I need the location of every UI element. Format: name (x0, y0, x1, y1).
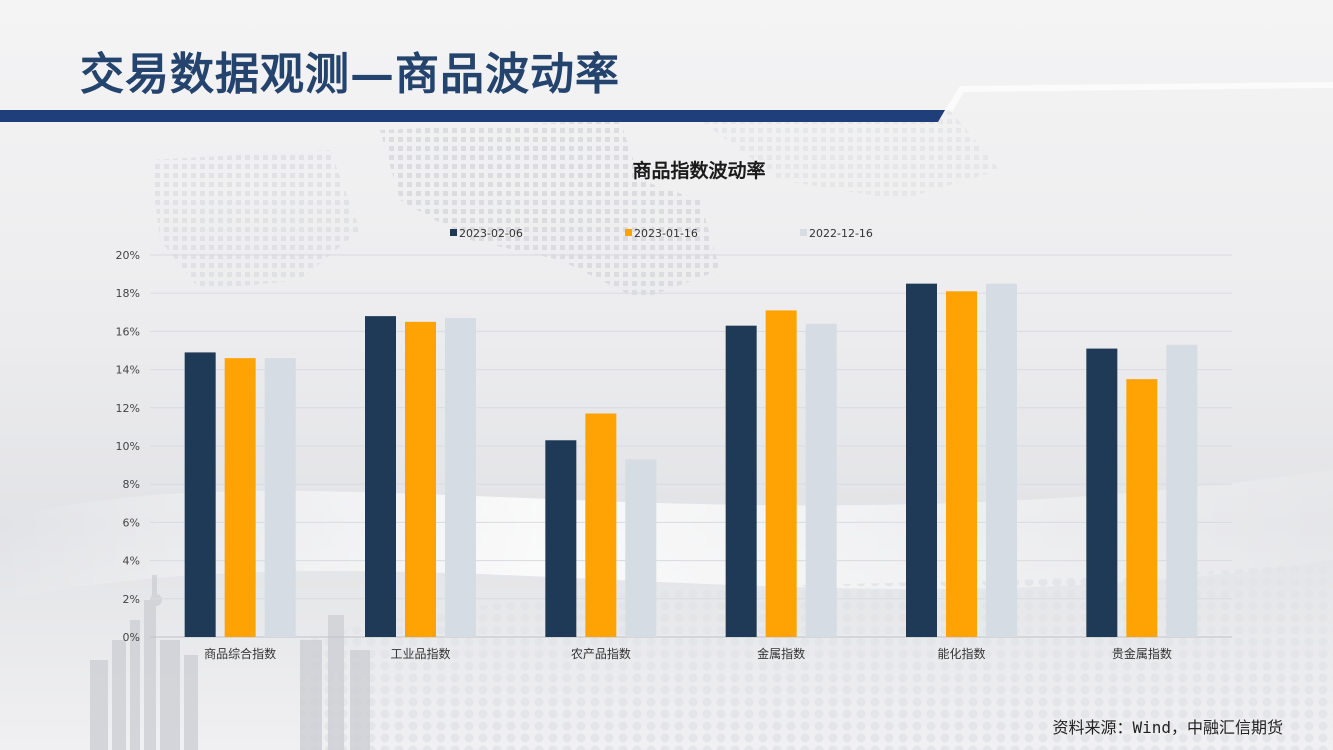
x-category-label: 农产品指数 (571, 646, 631, 661)
bar (1086, 348, 1118, 637)
y-tick-label: 14% (116, 364, 140, 377)
legend-label: 2023-01-16 (634, 227, 698, 240)
x-category-label: 商品综合指数 (204, 646, 276, 661)
y-tick-label: 20% (116, 249, 140, 262)
bar (625, 459, 657, 637)
x-category-label: 能化指数 (937, 646, 985, 661)
header-bar (0, 82, 1333, 122)
bar (405, 321, 436, 637)
x-category-label: 工业品指数 (390, 646, 450, 661)
y-tick-label: 16% (116, 325, 140, 338)
x-category-label: 贵金属指数 (1112, 646, 1172, 661)
legend-swatch (800, 229, 807, 236)
bar (986, 283, 1017, 637)
y-tick-label: 18% (116, 287, 140, 300)
bar (545, 440, 577, 637)
y-tick-label: 2% (123, 593, 140, 606)
y-tick-label: 0% (123, 631, 140, 644)
bar (224, 358, 256, 637)
bar (946, 291, 977, 637)
bar (445, 318, 476, 637)
legend-swatch (625, 229, 632, 236)
legend-label: 2022-12-16 (809, 227, 873, 240)
y-tick-label: 6% (123, 516, 140, 529)
bar (725, 325, 757, 637)
bar (765, 310, 797, 637)
legend-swatch (450, 229, 457, 236)
bar (1126, 379, 1158, 637)
y-tick-label: 4% (123, 555, 140, 568)
page-title: 交易数据观测—商品波动率 (80, 49, 620, 100)
bar (184, 352, 216, 637)
bar (264, 358, 296, 637)
y-tick-label: 10% (116, 440, 140, 453)
bar (365, 316, 396, 637)
legend-label: 2023-02-06 (459, 227, 523, 240)
chart-title: 商品指数波动率 (632, 159, 765, 182)
bar (906, 283, 937, 637)
y-tick-label: 12% (116, 402, 140, 415)
bar (805, 323, 837, 637)
bar (585, 413, 617, 637)
y-tick-label: 8% (123, 478, 140, 491)
bar (1166, 344, 1198, 637)
x-category-label: 金属指数 (757, 646, 805, 661)
source-note: 资料来源：Wind，中融汇信期货 (1052, 718, 1283, 737)
